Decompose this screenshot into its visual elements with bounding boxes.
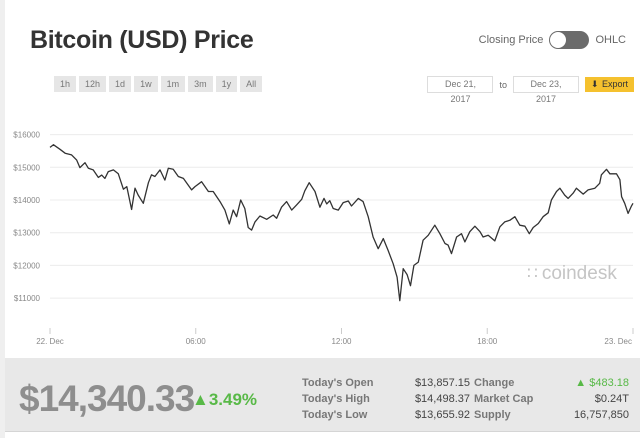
y-tick-label: $15000 xyxy=(13,163,40,172)
change-percent: ▲3.49% xyxy=(192,390,257,410)
export-button[interactable]: ⬇ Export xyxy=(585,77,634,92)
date-range: Dec 21, 2017 to Dec 23, 2017 ⬇ Export xyxy=(427,76,634,104)
x-tick-label: 18:00 xyxy=(477,337,498,346)
price-summary-panel: $14,340.33 ▲3.49% Today's Open Today's H… xyxy=(5,358,640,432)
y-tick-label: $16000 xyxy=(13,131,40,140)
watermark-text: coindesk xyxy=(541,263,617,284)
download-arrow-icon: ⬇ xyxy=(591,79,599,89)
x-tick-label: 23. Dec xyxy=(604,337,632,346)
date-to-label: to xyxy=(499,79,507,90)
stat-label: Supply xyxy=(474,409,511,421)
page-border xyxy=(0,0,5,438)
stat-label: Market Cap xyxy=(474,393,534,405)
current-price: $14,340.33 xyxy=(19,378,195,419)
stat-value: $13,655.92 xyxy=(414,409,470,421)
stats-values: $13,857.15 $14,498.37 $13,655.92 xyxy=(390,375,470,423)
chart-mode-toggle[interactable] xyxy=(549,31,590,49)
stat-label: Today's Open xyxy=(302,377,374,389)
y-tick-label: $14000 xyxy=(13,196,40,205)
x-tick-label: 06:00 xyxy=(186,337,207,346)
range-1d[interactable]: 1d xyxy=(109,76,132,92)
page-title: Bitcoin (USD) Price xyxy=(30,26,254,54)
stat-value: $13,857.15 xyxy=(414,377,470,389)
stat-value: $14,498.37 xyxy=(414,393,470,405)
change-percent-value: 3.49% xyxy=(208,390,258,409)
up-arrow-icon: ▲ xyxy=(192,390,209,409)
stats2-labels: Change Market Cap Supply xyxy=(474,375,533,423)
date-to-input[interactable]: Dec 23, 2017 xyxy=(513,76,579,104)
chart-mode-toggle-group: Closing Price OHLC xyxy=(479,31,626,49)
y-tick-label: $12000 xyxy=(13,261,40,270)
coindesk-logo-icon: ∷ xyxy=(527,264,538,283)
stat-label: Change xyxy=(474,377,515,389)
stat-value: $0.24T xyxy=(594,393,629,405)
date-from-input[interactable]: Dec 21, 2017 xyxy=(427,76,494,104)
x-tick-label: 12:00 xyxy=(331,337,352,346)
range-3m[interactable]: 3m xyxy=(188,76,213,92)
stats-labels: Today's Open Today's High Today's Low xyxy=(302,375,373,423)
closing-price-label: Closing Price xyxy=(478,34,544,46)
range-1w[interactable]: 1w xyxy=(134,76,158,92)
range-1m[interactable]: 1m xyxy=(160,76,186,92)
stat-label: Today's Low xyxy=(302,409,368,421)
change-amount: $483.18 xyxy=(589,377,629,389)
price-line xyxy=(49,144,634,302)
change-value: ▲ $483.18 xyxy=(575,377,629,389)
coindesk-watermark: ∷ coindesk xyxy=(527,263,617,285)
range-all[interactable]: All xyxy=(240,76,263,92)
y-tick-label: $13000 xyxy=(13,229,40,238)
export-label: Export xyxy=(601,79,628,89)
stat-value: 16,757,850 xyxy=(573,409,629,421)
range-1h[interactable]: 1h xyxy=(54,76,77,92)
range-1y[interactable]: 1y xyxy=(215,76,238,92)
stats2-values: ▲ $483.18 $0.24T 16,757,850 xyxy=(555,375,629,423)
x-tick-label: 22. Dec xyxy=(36,337,64,346)
range-buttons: 1h 12h 1d 1w 1m 3m 1y All xyxy=(54,76,263,92)
y-tick-label: $11000 xyxy=(14,294,41,303)
stat-label: Today's High xyxy=(302,393,370,405)
ohlc-label: OHLC xyxy=(595,34,626,46)
toggle-knob xyxy=(550,32,567,48)
range-12h[interactable]: 12h xyxy=(79,76,107,92)
